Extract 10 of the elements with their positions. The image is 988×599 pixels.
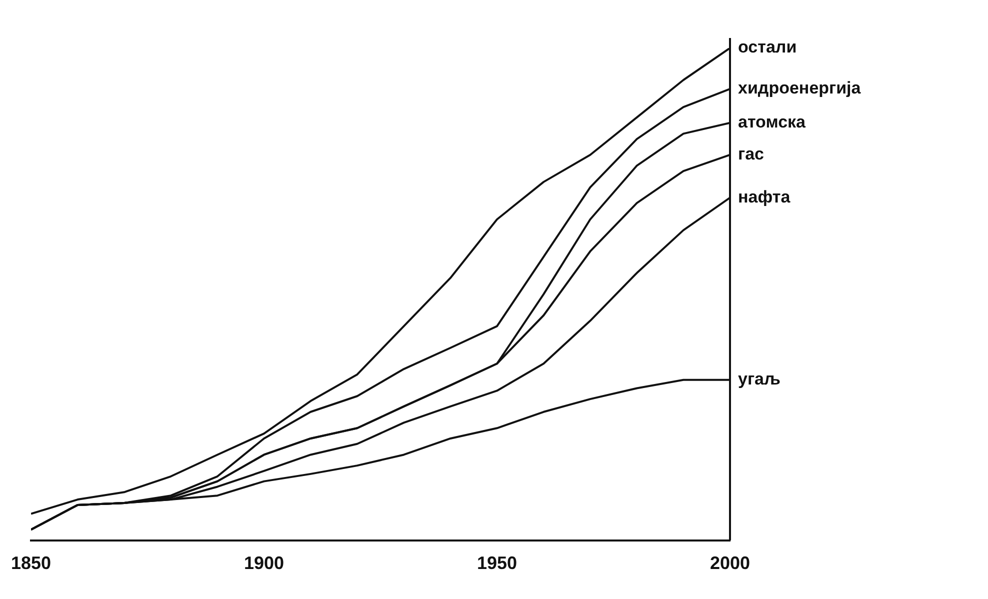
x-tick-label: 2000 xyxy=(710,553,750,574)
series-label: нафта xyxy=(738,187,791,206)
series-label: гас xyxy=(738,144,764,164)
series-label: атомска xyxy=(738,112,806,132)
x-tick-label: 1900 xyxy=(244,553,284,574)
series-label: угаљ xyxy=(738,370,780,389)
x-tick-label: 1950 xyxy=(476,553,518,574)
series-label: остали xyxy=(738,38,797,57)
series-label: хидроенергија xyxy=(738,78,862,98)
x-tick-label: 1850 xyxy=(11,553,52,574)
